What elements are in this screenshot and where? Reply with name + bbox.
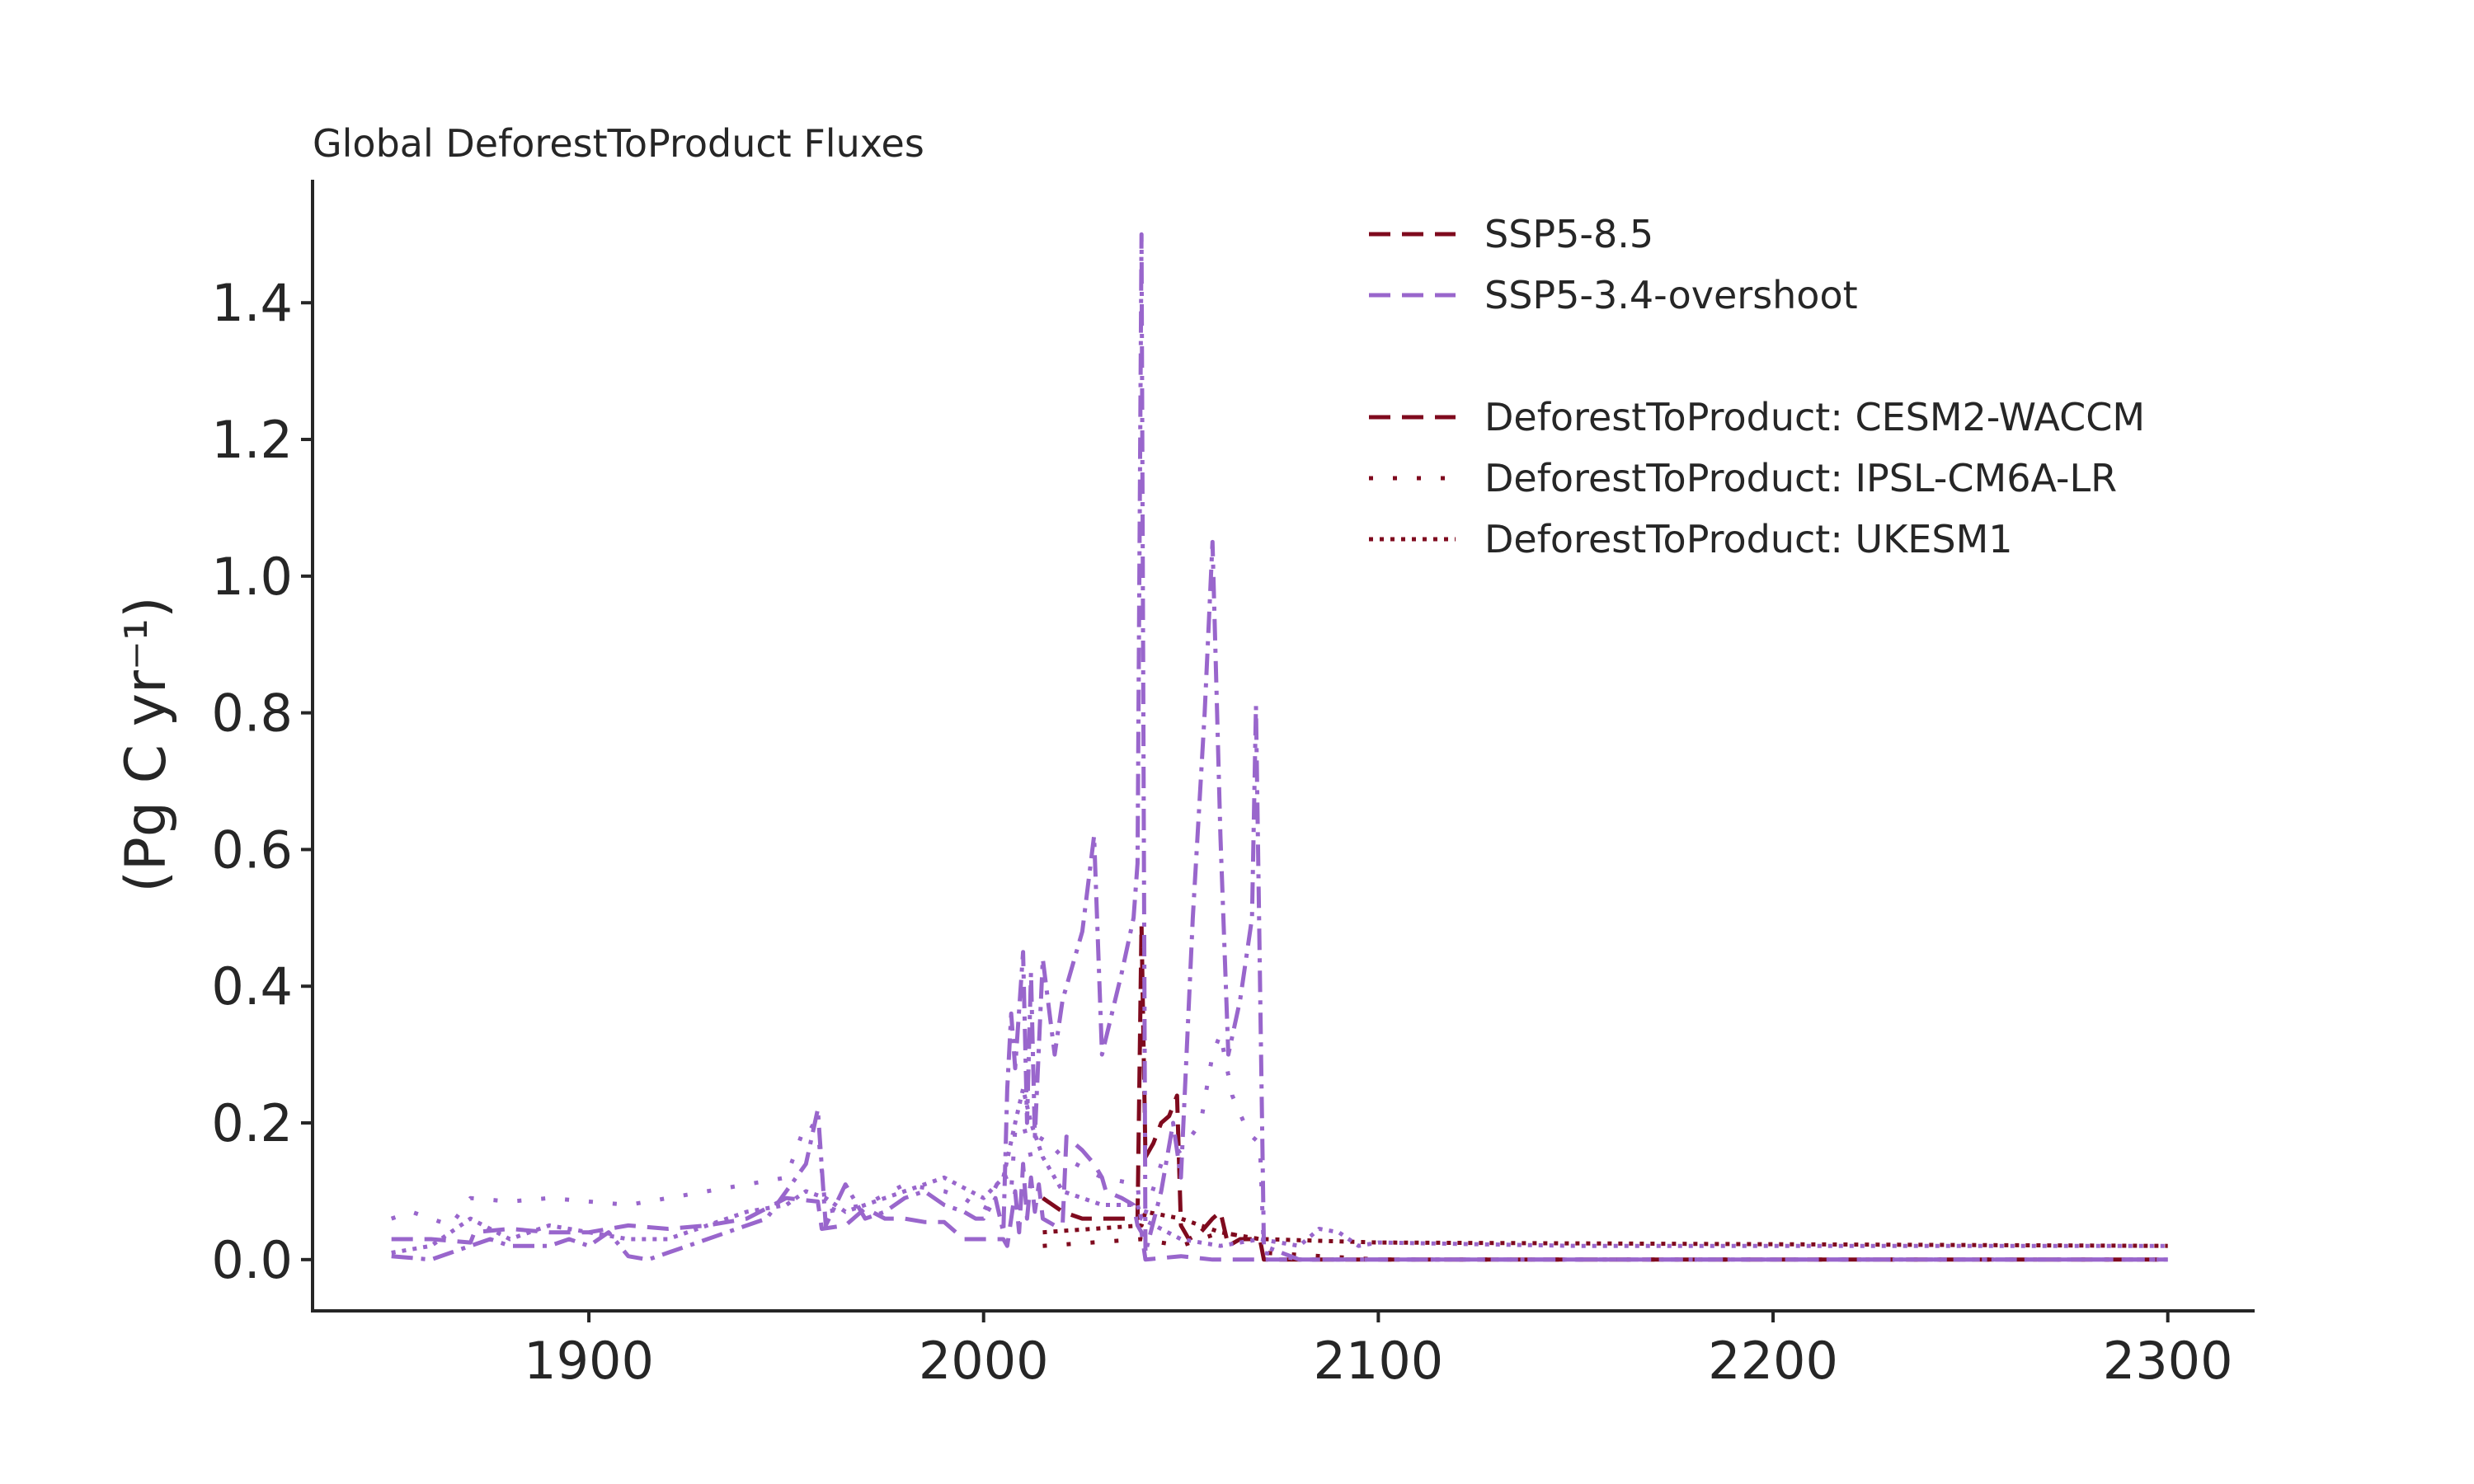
y-tick-label: 0.0 <box>211 1230 293 1290</box>
series-line-4 <box>391 1134 2168 1262</box>
x-tick-label: 2200 <box>1708 1331 1838 1391</box>
x-tick-label: 2300 <box>2103 1331 2233 1391</box>
x-tick-label: 2000 <box>919 1331 1049 1391</box>
legend-label: DeforestToProduct: CESM2-WACCM <box>1484 395 2145 439</box>
series-line-1 <box>1042 923 2168 1262</box>
series-line-7 <box>391 232 2168 1262</box>
legend-label: DeforestToProduct: IPSL-CM6A-LR <box>1484 456 2117 500</box>
x-tick-label: 1900 <box>524 1331 654 1391</box>
plot-lines <box>390 232 2168 1262</box>
x-ticks: 1900 2000 2100 2200 2300 <box>524 1311 2233 1391</box>
y-tick-label: 0.2 <box>211 1093 293 1153</box>
y-ticks: 0.0 0.2 0.4 0.6 0.8 1.0 1.2 1.4 <box>211 273 313 1290</box>
legend: SSP5-8.5 SSP5-3.4-overshoot DeforestToProd… <box>1369 212 2145 561</box>
legend-label: SSP5-3.4-overshoot <box>1484 273 1858 317</box>
y-tick-label: 0.8 <box>211 683 293 744</box>
y-axis-label: (Pg C yr⁻¹) <box>114 596 179 892</box>
legend-label: SSP5-8.5 <box>1484 212 1653 256</box>
y-tick-label: 1.4 <box>211 273 293 333</box>
y-tick-label: 1.0 <box>211 547 293 607</box>
chart-title: Global DeforestToProduct Fluxes <box>313 121 924 166</box>
series-line-3 <box>1042 1209 2168 1248</box>
x-tick-label: 2100 <box>1313 1331 1443 1391</box>
series-line-5 <box>390 1031 2168 1262</box>
y-tick-label: 0.4 <box>211 956 293 1017</box>
legend-label: DeforestToProduct: UKESM1 <box>1484 517 2013 561</box>
y-tick-label: 0.6 <box>211 819 293 880</box>
y-tick-label: 1.2 <box>211 410 293 470</box>
